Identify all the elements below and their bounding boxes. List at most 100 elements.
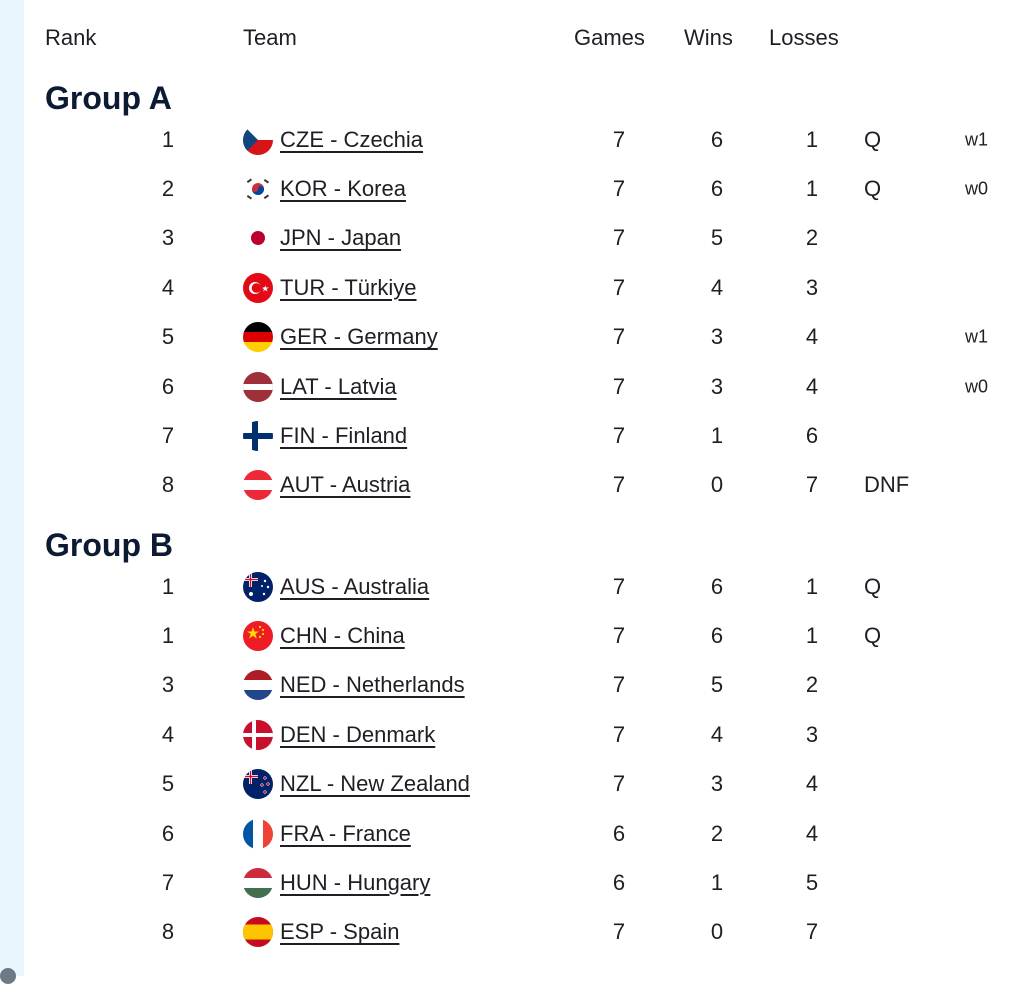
header-rank: Rank [45, 25, 97, 50]
team-link[interactable]: FIN - Finland [280, 423, 408, 449]
group-b-rows: 1 AUS - Australia 7 6 1 Q 1 CHN - China 7 6 1 Q 3 NED… [0, 562, 1024, 957]
new-zealand-flag-icon [243, 769, 273, 800]
table-row: 5 NZL - New Zealand 7 3 4 [0, 760, 1024, 809]
losses-cell: 1 [805, 623, 819, 649]
table-row: 7 HUN - Hungary 6 1 5 [0, 858, 1024, 907]
team-link[interactable]: KOR - Korea [280, 176, 406, 202]
header-wins: Wins [684, 25, 733, 50]
team-link[interactable]: TUR - Türkiye [280, 274, 417, 300]
wins-cell: 3 [710, 373, 724, 399]
wins-cell: 5 [710, 672, 724, 698]
status-cell: DNF [864, 472, 910, 498]
losses-cell: 4 [805, 324, 819, 350]
japan-flag-icon [243, 223, 273, 254]
czechia-flag-icon [243, 124, 273, 155]
finland-flag-icon [243, 421, 273, 452]
team-link[interactable]: ESP - Spain [280, 919, 400, 945]
team-link[interactable]: HUN - Hungary [280, 870, 431, 896]
table-row: 6 LAT - Latvia 7 3 4 w0 [0, 362, 1024, 411]
rank-cell: 5 [161, 771, 175, 797]
team-link[interactable]: FRA - France [280, 820, 411, 846]
header-games: Games [574, 25, 645, 50]
wins-cell: 1 [710, 870, 724, 896]
team-link[interactable]: GER - Germany [280, 324, 438, 350]
wins-cell: 6 [710, 126, 724, 152]
losses-cell: 5 [805, 870, 819, 896]
table-header: Rank Team Games Wins Losses [0, 24, 1024, 52]
table-row: 6 FRA - France 6 2 4 [0, 809, 1024, 858]
rank-cell: 1 [161, 623, 175, 649]
team-link[interactable]: DEN - Denmark [280, 721, 436, 747]
left-sidebar-strip [0, 0, 24, 976]
rank-cell: 7 [161, 870, 175, 896]
team-link[interactable]: CZE - Czechia [280, 126, 424, 152]
rank-cell: 8 [161, 472, 175, 498]
losses-cell: 1 [805, 573, 819, 599]
team-link[interactable]: NZL - New Zealand [280, 771, 470, 797]
netherlands-flag-icon [243, 670, 273, 701]
spain-flag-icon [243, 917, 273, 948]
losses-cell: 6 [805, 423, 819, 449]
note-cell: w0 [965, 178, 989, 199]
games-cell: 7 [612, 771, 626, 797]
wins-cell: 4 [710, 274, 724, 300]
wins-cell: 1 [710, 423, 724, 449]
group-a-title: Group A [45, 80, 172, 116]
table-row: 4 DEN - Denmark 7 4 3 [0, 710, 1024, 759]
group-b-title: Group B [45, 527, 173, 563]
header-losses: Losses [769, 25, 839, 50]
games-cell: 7 [612, 176, 626, 202]
table-row: 5 GER - Germany 7 3 4 w1 [0, 313, 1024, 362]
hungary-flag-icon [243, 868, 273, 899]
note-cell: w1 [965, 129, 989, 150]
team-link[interactable]: CHN - China [280, 623, 405, 649]
denmark-flag-icon [243, 719, 273, 750]
rank-cell: 2 [161, 176, 175, 202]
team-link[interactable]: LAT - Latvia [280, 373, 397, 399]
losses-cell: 4 [805, 373, 819, 399]
rank-cell: 7 [161, 423, 175, 449]
losses-cell: 3 [805, 274, 819, 300]
games-cell: 6 [612, 870, 626, 896]
status-cell: Q [864, 126, 882, 152]
games-cell: 7 [612, 623, 626, 649]
france-flag-icon [243, 818, 273, 849]
games-cell: 7 [612, 672, 626, 698]
rank-cell: 4 [161, 721, 175, 747]
table-row: 7 FIN - Finland 7 1 6 [0, 411, 1024, 460]
games-cell: 7 [612, 126, 626, 152]
latvia-flag-icon [243, 371, 273, 402]
wins-cell: 6 [710, 623, 724, 649]
wins-cell: 6 [710, 573, 724, 599]
rank-cell: 6 [161, 373, 175, 399]
header-team: Team [243, 25, 297, 50]
team-link[interactable]: JPN - Japan [280, 225, 402, 251]
rank-cell: 3 [161, 225, 175, 251]
germany-flag-icon [243, 322, 273, 353]
wins-cell: 0 [710, 472, 724, 498]
china-flag-icon [243, 621, 273, 652]
games-cell: 6 [612, 820, 626, 846]
losses-cell: 4 [805, 771, 819, 797]
wins-cell: 2 [710, 820, 724, 846]
wins-cell: 3 [710, 771, 724, 797]
rank-cell: 5 [161, 324, 175, 350]
rank-cell: 1 [161, 573, 175, 599]
table-row: 3 NED - Netherlands 7 5 2 [0, 661, 1024, 710]
team-link[interactable]: AUT - Austria [280, 472, 411, 498]
losses-cell: 1 [805, 176, 819, 202]
wins-cell: 6 [710, 176, 724, 202]
games-cell: 7 [612, 324, 626, 350]
games-cell: 7 [612, 274, 626, 300]
rank-cell: 4 [161, 274, 175, 300]
losses-cell: 1 [805, 126, 819, 152]
games-cell: 7 [612, 721, 626, 747]
wins-cell: 4 [710, 721, 724, 747]
rank-cell: 8 [161, 919, 175, 945]
team-link[interactable]: AUS - Australia [280, 573, 430, 599]
note-cell: w0 [965, 376, 989, 397]
games-cell: 7 [612, 919, 626, 945]
rank-cell: 1 [161, 126, 175, 152]
team-link[interactable]: NED - Netherlands [280, 672, 465, 698]
